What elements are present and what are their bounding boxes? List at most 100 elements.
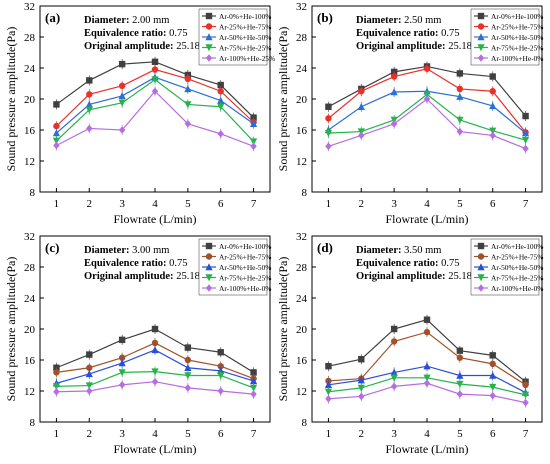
data-point (358, 392, 365, 401)
legend-entry: Ar-25%+He-75% (219, 253, 271, 262)
y-tick-label: 24 (24, 63, 36, 75)
data-point (358, 88, 365, 95)
data-point (151, 377, 159, 386)
data-point (522, 398, 529, 407)
legend-entry: Ar-75%+He-25% (219, 274, 271, 283)
y-tick-label: 8 (302, 187, 308, 199)
data-point (151, 346, 159, 354)
panel-label: (b) (317, 10, 333, 25)
data-point (390, 382, 398, 391)
x-tick-label: 3 (391, 198, 397, 210)
info-value: 0.75 (441, 28, 459, 39)
legend-entry: Ar-25%+He-75% (219, 23, 271, 32)
legend-entry: Ar-0%+He-100% (491, 12, 543, 21)
x-axis-title: Flowrate (L/min) (114, 442, 197, 456)
data-point (489, 391, 496, 400)
data-point (249, 377, 258, 385)
diameter-label: Diameter: 3.00 mm (84, 245, 169, 256)
equivalence-ratio-label: Equivalence ratio: 0.75 (356, 28, 460, 39)
y-tick-label: 12 (296, 386, 307, 398)
x-tick-label: 6 (218, 428, 224, 440)
data-point (489, 371, 497, 379)
x-tick-label: 6 (218, 198, 224, 210)
data-point (390, 120, 398, 128)
data-point (86, 91, 93, 98)
data-point (151, 76, 159, 84)
data-point (217, 387, 224, 395)
data-point (390, 88, 398, 96)
info-key: Original amplitude: (356, 41, 448, 52)
data-point (184, 85, 192, 93)
legend-entry: Ar-75%+He-25% (491, 44, 543, 53)
legend-entry: Ar-25%+He-75% (491, 253, 543, 262)
y-tick-label: 8 (30, 187, 36, 199)
data-point (85, 382, 93, 390)
x-tick-label: 1 (54, 428, 60, 440)
data-point (390, 374, 398, 382)
legend-entry: Ar-75%+He-25% (491, 274, 543, 283)
y-axis-title: Sound pressure amplitude(Pa) (276, 27, 290, 172)
x-tick-label: 2 (87, 198, 93, 210)
data-point (118, 126, 126, 134)
x-tick-label: 5 (185, 428, 191, 440)
data-point (217, 81, 224, 89)
data-point (423, 95, 431, 103)
x-tick-label: 4 (424, 198, 430, 210)
info-key: Equivalence ratio: (356, 28, 441, 39)
data-point (489, 102, 497, 110)
data-point (151, 87, 159, 96)
legend-swatch-marker (477, 23, 485, 30)
info-value: 25.18 Pa (448, 271, 485, 282)
data-point (118, 369, 126, 377)
data-point (521, 136, 530, 144)
y-tick-label: 28 (296, 262, 308, 274)
legend-entry: Ar-50%+He-50% (219, 263, 271, 272)
legend-swatch-marker (477, 253, 485, 260)
legend-swatch-marker (477, 284, 485, 292)
legend-swatch-marker (477, 12, 485, 20)
y-tick-label: 28 (296, 32, 308, 44)
y-tick-label: 20 (296, 94, 308, 106)
legend-swatch-marker (477, 263, 485, 271)
data-point (390, 368, 398, 376)
x-tick-label: 5 (185, 198, 191, 210)
data-point (423, 328, 431, 336)
info-key: Equivalence ratio: (356, 258, 441, 269)
legend-swatch-marker (205, 284, 213, 292)
legend-entry: Ar-0%+He-100% (491, 242, 543, 251)
data-point (325, 142, 332, 151)
data-point (456, 127, 464, 136)
y-tick-label: 24 (296, 293, 308, 305)
x-tick-label: 6 (490, 198, 496, 210)
info-value: 25.18 Pa (448, 41, 485, 52)
x-tick-label: 4 (424, 428, 430, 440)
data-point (456, 354, 464, 361)
data-point (390, 325, 398, 333)
data-point (325, 103, 332, 110)
data-point (85, 370, 93, 378)
y-tick-label: 20 (296, 324, 308, 336)
y-axis-title: Sound pressure amplitude(Pa) (276, 257, 290, 402)
data-point (249, 120, 258, 127)
original-amplitude-label: Original amplitude: 25.18 Pa (356, 41, 485, 52)
data-point (217, 103, 225, 111)
data-point (85, 106, 93, 114)
data-point (357, 376, 365, 384)
data-point (456, 390, 464, 398)
data-point (118, 381, 126, 389)
y-tick-label: 24 (296, 63, 308, 75)
legend-swatch-marker (205, 12, 213, 20)
data-point (423, 316, 431, 323)
data-point (118, 359, 126, 367)
legend-swatch-marker (205, 253, 213, 260)
data-point (250, 369, 257, 376)
y-tick-label: 32 (296, 1, 307, 13)
data-point (118, 99, 126, 107)
data-point (324, 388, 333, 396)
data-point (52, 129, 61, 137)
diameter-label: Diameter: 2.00 mm (84, 15, 169, 26)
x-tick-label: 1 (54, 198, 60, 210)
data-point (249, 384, 258, 392)
legend-swatch-marker (205, 33, 213, 41)
info-key: Diameter: (356, 245, 404, 256)
